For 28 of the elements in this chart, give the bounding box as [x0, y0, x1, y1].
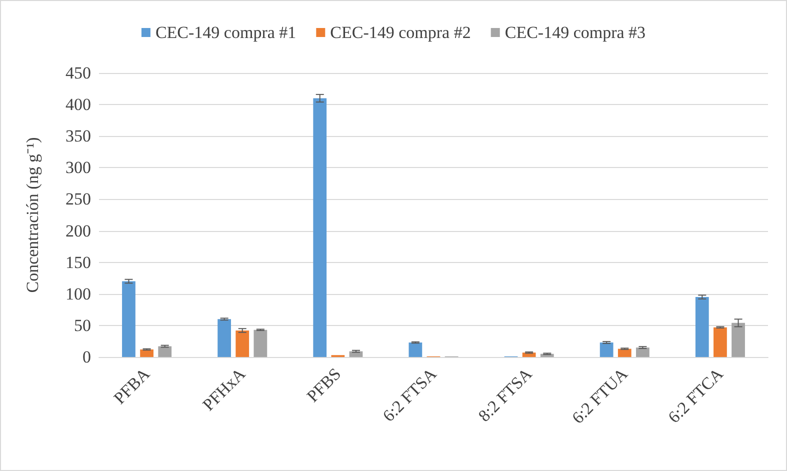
y-tick-label: 250	[66, 190, 91, 209]
bar	[236, 330, 250, 357]
bar	[695, 297, 709, 357]
y-tick-label: 450	[66, 64, 91, 82]
y-tick-label: 0	[82, 348, 91, 366]
bar	[140, 349, 154, 357]
bar	[254, 330, 268, 357]
bar	[218, 319, 231, 357]
bar	[732, 322, 745, 357]
legend-label: CEC-149 compra #2	[330, 23, 471, 42]
y-tick-label: 200	[66, 221, 91, 240]
bar	[600, 342, 614, 357]
y-tick-label: 350	[66, 126, 91, 146]
bar	[313, 98, 327, 357]
bar	[636, 348, 650, 357]
y-tick-label: 400	[66, 95, 91, 114]
bar	[122, 281, 136, 357]
bar	[714, 327, 727, 357]
y-tick-label: 150	[66, 252, 91, 272]
legend-label: CEC-149 compra #1	[155, 23, 296, 42]
bar	[408, 342, 422, 357]
bar	[158, 346, 172, 357]
y-tick-label: 100	[66, 284, 91, 304]
y-tick-label: 50	[74, 316, 91, 335]
y-axis-title: Concentración (ng g⁻¹)	[23, 137, 42, 293]
y-tick-label: 300	[66, 158, 91, 178]
bar	[618, 348, 632, 357]
legend-label: CEC-149 compra #3	[504, 23, 646, 42]
